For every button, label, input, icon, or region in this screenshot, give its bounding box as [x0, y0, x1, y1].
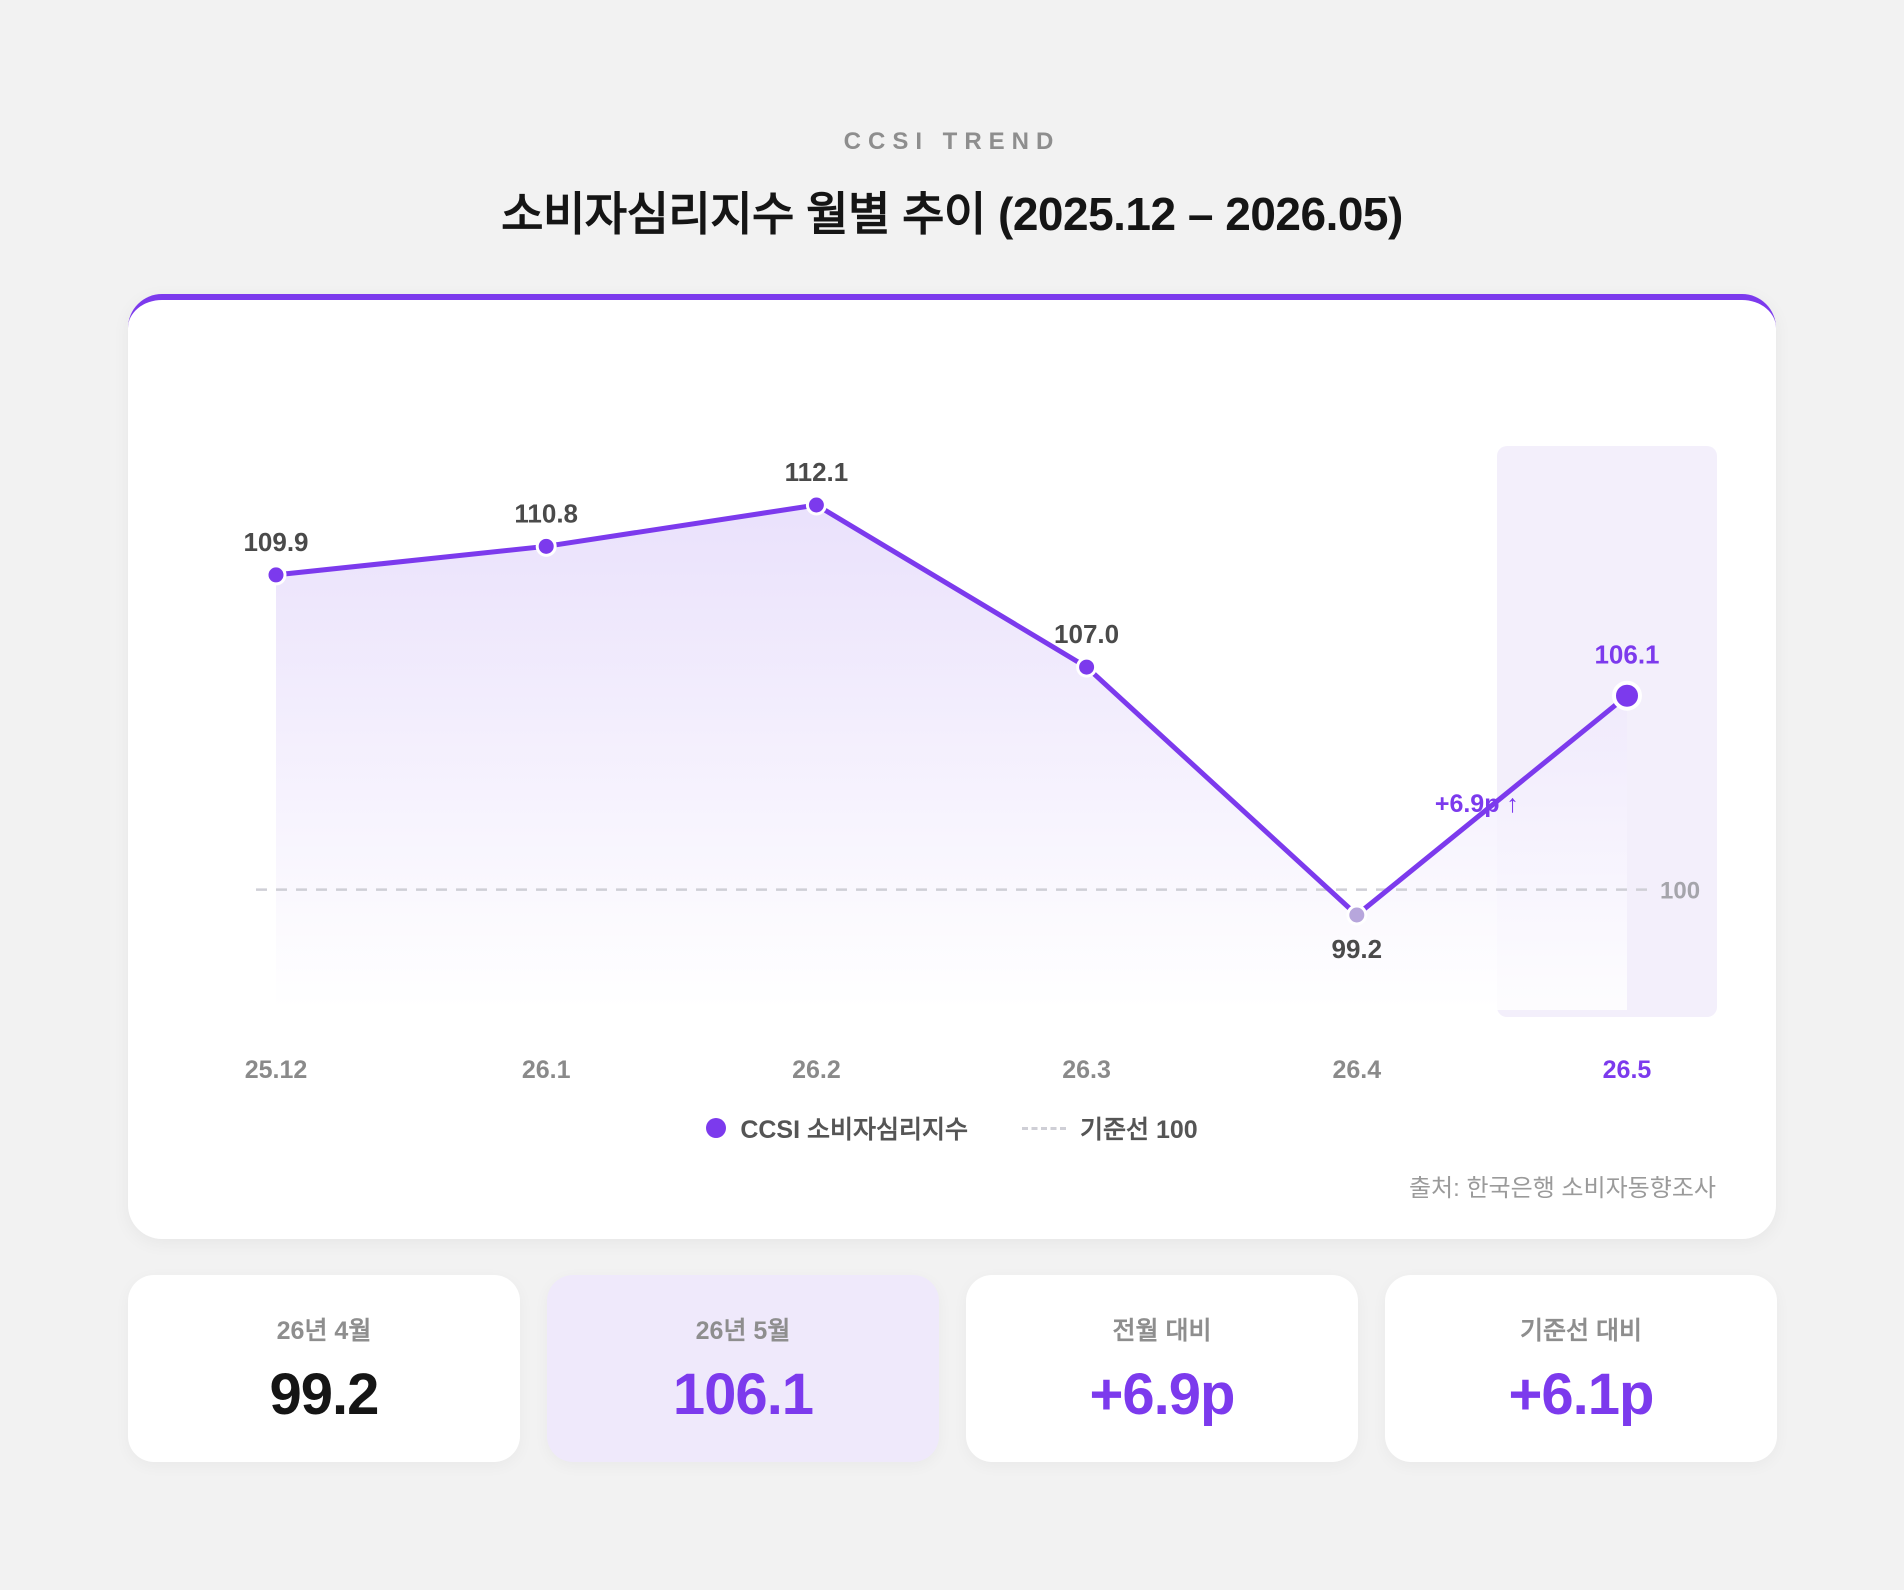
chart-legend: CCSI 소비자심리지수 기준선 100: [0, 1110, 1904, 1146]
data-label: 107.0: [1054, 619, 1119, 649]
stat-card-baseline-diff: 기준선 대비 +6.1p: [1385, 1275, 1777, 1462]
eyebrow-label: CCSI TREND: [843, 128, 1061, 155]
series-line: [273, 502, 1630, 918]
stat-label: 전월 대비: [1112, 1317, 1212, 1345]
data-point: [265, 564, 287, 586]
x-tick-label: 25.12: [245, 1056, 308, 1084]
legend-series-label: CCSI 소비자심리지수: [740, 1116, 968, 1144]
x-tick-label: 26.3: [1062, 1056, 1111, 1084]
x-tick-label: 26.1: [522, 1056, 571, 1084]
legend-baseline: 기준선 100: [1022, 1110, 1198, 1146]
x-tick-label: 26.2: [792, 1056, 841, 1084]
baseline-label: 100: [1660, 878, 1700, 905]
stat-cards: 26년 4월 99.2 26년 5월 106.1 전월 대비 +6.9p 기준선…: [128, 1275, 1777, 1462]
data-label: 110.8: [514, 498, 578, 528]
area-fill: [276, 505, 1627, 1010]
x-tick-label: 26.4: [1332, 1056, 1381, 1084]
page-title: 소비자심리지수 월별 추이 (2025.12 – 2026.05): [501, 188, 1403, 240]
stat-card-mom-change: 전월 대비 +6.9p: [966, 1275, 1358, 1462]
x-tick-label: 26.5: [1603, 1056, 1652, 1084]
data-point: [805, 494, 827, 516]
legend-series: CCSI 소비자심리지수: [706, 1110, 968, 1146]
data-point: [1612, 680, 1642, 711]
stat-value: 99.2: [269, 1362, 380, 1427]
legend-baseline-label: 기준선 100: [1080, 1116, 1198, 1144]
stat-label: 기준선 대비: [1520, 1317, 1642, 1345]
stat-value: +6.9p: [1089, 1362, 1236, 1427]
stat-value: 106.1: [672, 1362, 814, 1427]
data-label: 106.1: [1594, 640, 1659, 670]
legend-dot-icon: [706, 1118, 727, 1138]
data-label: 112.1: [785, 457, 849, 487]
data-point: [535, 535, 557, 557]
stat-card-april: 26년 4월 99.2: [128, 1275, 520, 1462]
legend-dash-icon: [1022, 1126, 1066, 1130]
source-note: 출처: 한국은행 소비자동향조사: [1408, 1175, 1716, 1202]
stat-label: 26년 4월: [276, 1317, 372, 1345]
data-label: 109.9: [243, 527, 308, 557]
data-point: [1346, 904, 1368, 926]
stat-value: +6.1p: [1508, 1362, 1655, 1427]
stat-card-may: 26년 5월 106.1: [547, 1275, 939, 1462]
change-annotation: +6.9p ↑: [1435, 790, 1519, 818]
stat-label: 26년 5월: [695, 1317, 791, 1345]
data-point: [1076, 656, 1098, 678]
data-label: 99.2: [1331, 934, 1382, 964]
